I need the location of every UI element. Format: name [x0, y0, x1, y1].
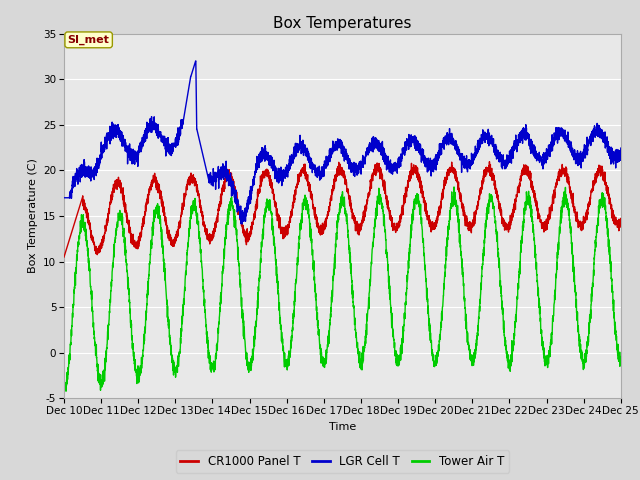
Y-axis label: Box Temperature (C): Box Temperature (C): [28, 158, 38, 274]
X-axis label: Time: Time: [329, 421, 356, 432]
Legend: CR1000 Panel T, LGR Cell T, Tower Air T: CR1000 Panel T, LGR Cell T, Tower Air T: [176, 450, 509, 473]
Title: Box Temperatures: Box Temperatures: [273, 16, 412, 31]
Text: SI_met: SI_met: [68, 35, 109, 45]
